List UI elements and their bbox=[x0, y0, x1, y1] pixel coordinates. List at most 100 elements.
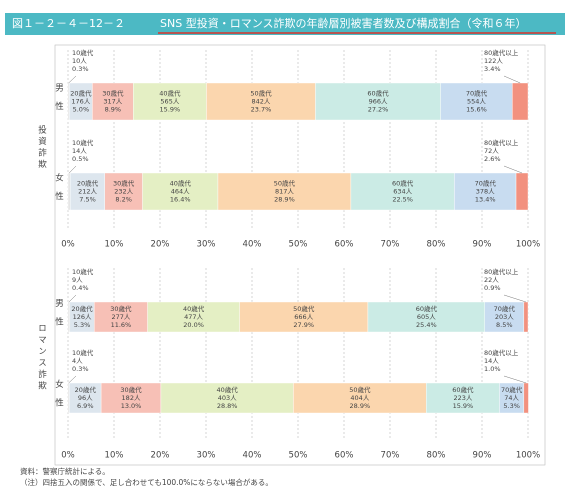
segment-label: 80歳代以上 bbox=[484, 348, 519, 357]
bar-segment bbox=[315, 82, 441, 121]
segment-label: 22人 bbox=[484, 276, 499, 284]
segment-label: 60歳代 bbox=[452, 385, 474, 394]
segment-label: 15.9% bbox=[160, 106, 181, 114]
x-tick-label: 20% bbox=[151, 240, 170, 250]
bar-segment bbox=[293, 382, 427, 414]
x-tick-label: 30% bbox=[197, 240, 216, 250]
leader-line bbox=[503, 375, 527, 384]
segment-label: 60歳代 bbox=[392, 179, 414, 188]
segment-label: 842人 bbox=[252, 98, 271, 106]
bar-segment bbox=[454, 172, 517, 211]
x-tick-label: 60% bbox=[335, 451, 354, 461]
x-tick-label: 10% bbox=[105, 240, 124, 250]
segment-label: 96人 bbox=[78, 394, 93, 402]
segment-label: 126人 bbox=[73, 313, 92, 321]
x-tick-label: 60% bbox=[335, 240, 354, 250]
segment-label: 50歳代 bbox=[293, 304, 315, 313]
bar-segment bbox=[67, 82, 70, 121]
leader-line bbox=[68, 375, 77, 384]
x-tick-label: 20% bbox=[151, 451, 170, 461]
segment-label: 223人 bbox=[453, 394, 472, 402]
bar-segment bbox=[206, 82, 316, 121]
bar-segment bbox=[499, 382, 525, 414]
segment-label: 1.0% bbox=[484, 365, 501, 373]
note: （注）四捨五入の関係で、足し合わせても100.0%にならない場合がある。 bbox=[20, 477, 273, 487]
x-tick-label: 0% bbox=[61, 451, 75, 461]
bar-segment bbox=[67, 172, 71, 211]
leader-line bbox=[68, 75, 77, 84]
segment-label: 212人 bbox=[78, 188, 97, 196]
segment-label: 16.4% bbox=[170, 196, 191, 204]
segment-label: 13.4% bbox=[475, 196, 496, 204]
segment-label: 277人 bbox=[111, 313, 130, 321]
bar-segment bbox=[70, 172, 106, 211]
note: 資料：警察庁統計による。 bbox=[20, 466, 110, 476]
bar-segment bbox=[160, 382, 294, 414]
row-label: 女性 bbox=[54, 172, 64, 210]
segment-label: 565人 bbox=[160, 98, 179, 106]
x-tick-label: 90% bbox=[473, 240, 492, 250]
leader-line bbox=[503, 294, 527, 303]
bar-segment bbox=[523, 382, 529, 414]
x-tick-label: 70% bbox=[381, 451, 400, 461]
segment-label: 13.0% bbox=[121, 402, 142, 410]
x-tick-label: 30% bbox=[197, 451, 216, 461]
frame bbox=[54, 44, 546, 466]
segment-label: 20歳代 bbox=[71, 304, 93, 313]
segment-label: 72人 bbox=[484, 147, 499, 155]
bar-segment bbox=[147, 301, 240, 333]
bar-segment bbox=[426, 382, 500, 414]
x-tick-label: 50% bbox=[289, 451, 308, 461]
segment-label: 3.4% bbox=[484, 65, 501, 73]
segment-label: 60歳代 bbox=[416, 304, 438, 313]
bar-segment bbox=[350, 172, 455, 211]
leader-line bbox=[503, 75, 521, 84]
segment-label: 10人 bbox=[72, 57, 87, 65]
bar-segment bbox=[142, 172, 219, 211]
bar-segment bbox=[100, 382, 162, 414]
segment-label: 2.6% bbox=[484, 155, 501, 163]
bar-segment bbox=[515, 172, 529, 211]
segment-label: 70歳代 bbox=[475, 179, 497, 188]
bar-segment bbox=[523, 301, 529, 333]
x-tick-label: 40% bbox=[243, 240, 262, 250]
segment-label: 14人 bbox=[72, 147, 87, 155]
segment-label: 74人 bbox=[504, 394, 519, 402]
segment-label: 4人 bbox=[72, 357, 83, 365]
segment-label: 15.9% bbox=[453, 402, 474, 410]
segment-label: 23.7% bbox=[251, 106, 272, 114]
segment-label: 28.9% bbox=[350, 402, 371, 410]
segment-label: 8.5% bbox=[496, 321, 513, 329]
segment-label: 554人 bbox=[467, 98, 486, 106]
segment-label: 7.5% bbox=[79, 196, 96, 204]
segment-label: 20歳代 bbox=[77, 179, 99, 188]
segment-label: 20歳代 bbox=[70, 89, 92, 98]
bar-segment bbox=[239, 301, 369, 333]
segment-label: 203人 bbox=[495, 313, 514, 321]
bar-segment bbox=[67, 301, 71, 333]
segment-label: 10歳代 bbox=[72, 267, 94, 276]
segment-label: 817人 bbox=[275, 188, 294, 196]
group-label: 投資詐欺 bbox=[37, 124, 47, 171]
segment-label: 0.9% bbox=[484, 284, 501, 292]
x-tick-label: 90% bbox=[473, 451, 492, 461]
segment-label: 30歳代 bbox=[120, 385, 142, 394]
bar-segment bbox=[133, 82, 207, 121]
segment-label: 0.3% bbox=[72, 365, 89, 373]
x-tick-label: 40% bbox=[243, 451, 262, 461]
bar-segment bbox=[69, 382, 102, 414]
bar-segment bbox=[104, 172, 143, 211]
leader-line bbox=[503, 165, 523, 174]
segment-label: 70歳代 bbox=[466, 89, 488, 98]
segment-label: 70歳代 bbox=[494, 304, 516, 313]
figure-number: 図１－２－４－12－２ bbox=[12, 17, 125, 30]
x-tick-label: 10% bbox=[105, 451, 124, 461]
segment-label: 70歳代 bbox=[501, 385, 523, 394]
segment-label: 28.8% bbox=[217, 402, 238, 410]
segment-label: 464人 bbox=[171, 188, 190, 196]
segment-label: 477人 bbox=[184, 313, 203, 321]
segment-label: 50歳代 bbox=[349, 385, 371, 394]
segment-label: 403人 bbox=[218, 394, 237, 402]
segment-label: 5.3% bbox=[74, 321, 91, 329]
